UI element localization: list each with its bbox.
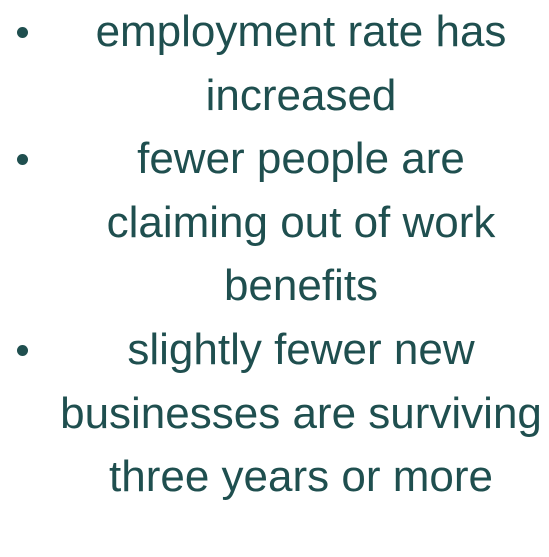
bullet-item: employment rate has increased [0, 0, 549, 127]
bullet-text: fewer people are claiming out of work be… [106, 134, 496, 311]
bullet-item: slightly fewer new businesses are surviv… [0, 318, 549, 509]
bullet-text: employment rate has increased [95, 7, 507, 120]
bullet-item: fewer people are claiming out of work be… [0, 127, 549, 318]
bullet-dot [17, 154, 28, 166]
bullet-dot [17, 27, 28, 38]
bullet-dot [17, 344, 28, 356]
bullet-text: slightly fewer new businesses are surviv… [60, 324, 542, 502]
